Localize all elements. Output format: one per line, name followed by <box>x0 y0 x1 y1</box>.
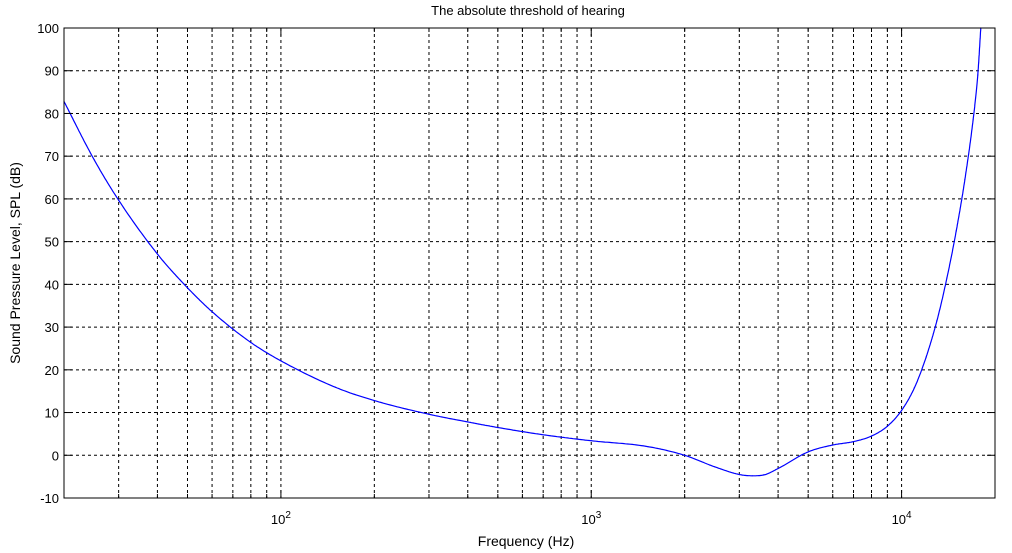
series-point <box>964 178 966 180</box>
x-tick-label: 103 <box>581 510 601 527</box>
series-point <box>946 277 948 279</box>
series-point <box>250 341 252 344</box>
series-point <box>186 287 189 289</box>
series-layer <box>63 27 982 477</box>
grid-lines <box>64 28 995 498</box>
series-point <box>714 466 716 468</box>
y-tick-label: 20 <box>45 363 59 378</box>
y-tick-label: 100 <box>37 21 59 36</box>
x-tick-label: 102 <box>271 510 291 527</box>
axis-ticks <box>64 27 995 499</box>
y-axis-label: Sound Pressure Level, SPL (dB) <box>7 162 23 364</box>
series-point <box>925 356 927 358</box>
series-point <box>211 311 213 313</box>
series-point <box>428 413 430 415</box>
chart-title: The absolute threshold of hearing <box>431 3 625 18</box>
y-tick-label: 0 <box>52 448 59 463</box>
x-axis-label: Frequency (Hz) <box>478 533 574 549</box>
y-tick-label: 60 <box>45 192 59 207</box>
series-point <box>751 475 753 477</box>
y-tick-label: 10 <box>45 406 59 421</box>
series-point <box>763 474 765 476</box>
series-point <box>497 426 499 429</box>
series-point <box>156 253 158 255</box>
x-tick-label: 104 <box>892 510 912 527</box>
series-point <box>972 119 974 121</box>
series-point <box>955 230 957 232</box>
series-point <box>645 445 647 447</box>
series-point <box>118 199 120 201</box>
series-point <box>738 473 740 476</box>
series-point <box>777 467 779 470</box>
y-tick-label: 90 <box>45 64 59 79</box>
series-point <box>832 444 834 446</box>
series-point <box>886 425 889 427</box>
series-point <box>807 451 809 453</box>
y-tick-label: 80 <box>45 106 59 121</box>
y-tick-label: 40 <box>45 277 59 292</box>
y-tick-label: 70 <box>45 149 59 164</box>
series-point <box>870 435 873 437</box>
series-point <box>901 409 903 411</box>
series-point <box>852 441 855 443</box>
series-point <box>93 159 95 161</box>
plot-area-frame <box>63 27 996 499</box>
y-tick-labels: -10 0 10 20 30 40 50 60 70 80 90 100 <box>37 21 59 506</box>
series-point <box>590 440 592 442</box>
series-point <box>542 434 544 436</box>
series-point <box>373 400 375 402</box>
y-tick-label: 50 <box>45 235 59 250</box>
series-point <box>335 386 337 388</box>
series-point <box>467 421 469 423</box>
series-point <box>936 320 938 322</box>
series-point <box>913 387 916 389</box>
y-tick-label: -10 <box>40 491 59 506</box>
x-tick-labels: 102 103 104 <box>271 510 912 527</box>
series-point <box>684 454 686 456</box>
y-tick-label: 30 <box>45 320 59 335</box>
series-point <box>280 360 282 362</box>
series-point <box>977 74 979 76</box>
